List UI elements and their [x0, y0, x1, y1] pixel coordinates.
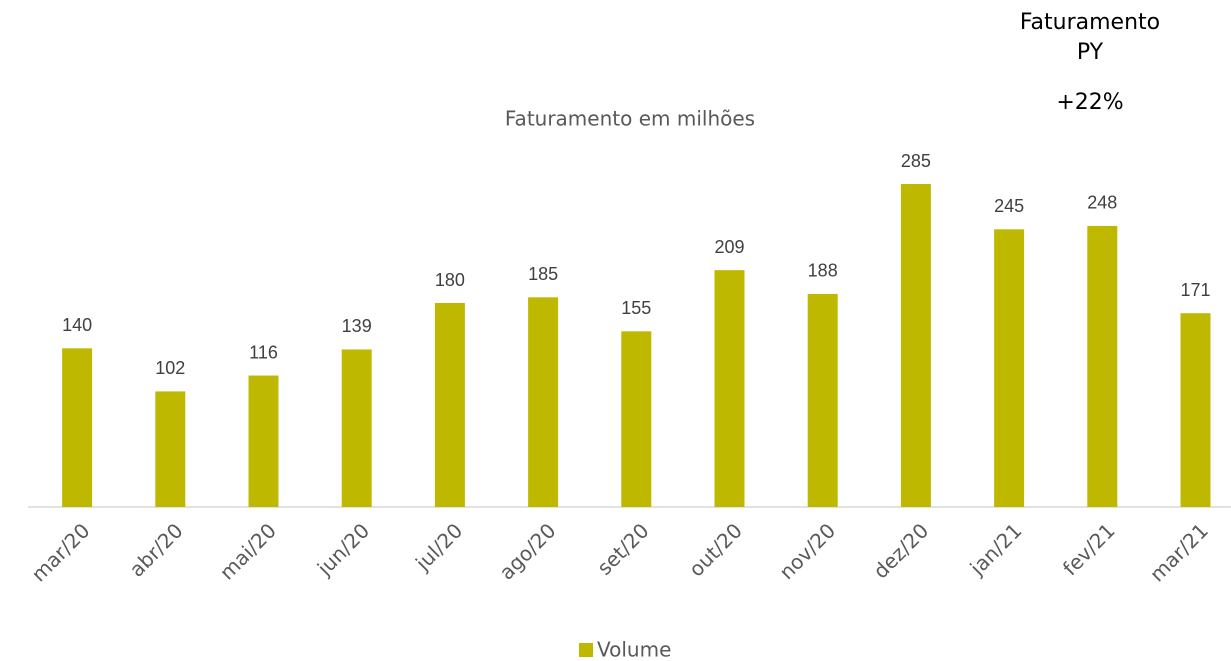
- data-label: 188: [808, 261, 838, 281]
- data-label: 209: [714, 237, 744, 257]
- bar: [900, 184, 931, 507]
- x-tick-label: nov/20: [774, 518, 840, 584]
- x-tick-label: jul/20: [410, 518, 467, 575]
- data-label: 285: [901, 151, 931, 171]
- annotation: Faturamento PY: [1019, 10, 1161, 65]
- bar: [621, 331, 652, 507]
- x-tick-label: fev/21: [1058, 518, 1120, 580]
- bar: [528, 297, 559, 507]
- data-label: 171: [1180, 280, 1210, 300]
- data-label: 140: [62, 315, 92, 335]
- legend-swatch: [579, 643, 593, 657]
- bar: [434, 303, 465, 507]
- x-tick-label: mar/20: [27, 518, 95, 586]
- data-label: 180: [435, 270, 465, 290]
- bar: [994, 229, 1025, 508]
- x-tick-label: ago/20: [494, 518, 560, 584]
- bar: [248, 375, 279, 507]
- bar: [341, 349, 372, 507]
- x-tick-label: mar/21: [1145, 518, 1213, 586]
- data-label: 248: [1087, 193, 1117, 213]
- x-tick-label: abr/20: [125, 518, 188, 581]
- x-tick-label: dez/20: [868, 518, 933, 583]
- bar: [1087, 225, 1118, 507]
- data-label: 102: [155, 358, 185, 378]
- annotation: +22%: [1056, 90, 1124, 115]
- data-label: 245: [994, 196, 1024, 216]
- x-tick-label: jan/21: [965, 518, 1027, 580]
- data-label: 116: [249, 342, 278, 362]
- x-tick-label: out/20: [684, 518, 747, 581]
- bar: [62, 348, 93, 507]
- x-tick-label: mai/20: [215, 518, 281, 584]
- x-tick-label: set/20: [592, 518, 653, 579]
- x-tick-label: jun/20: [312, 518, 374, 580]
- legend-label: Volume: [597, 638, 671, 661]
- bar: [1180, 313, 1211, 507]
- data-label: 139: [342, 316, 372, 336]
- data-label: 185: [528, 264, 558, 284]
- chart-title: Faturamento em milhões: [505, 107, 755, 131]
- bar: [155, 391, 186, 507]
- bar: [807, 293, 838, 507]
- data-label: 155: [621, 298, 651, 318]
- bar: [714, 270, 745, 507]
